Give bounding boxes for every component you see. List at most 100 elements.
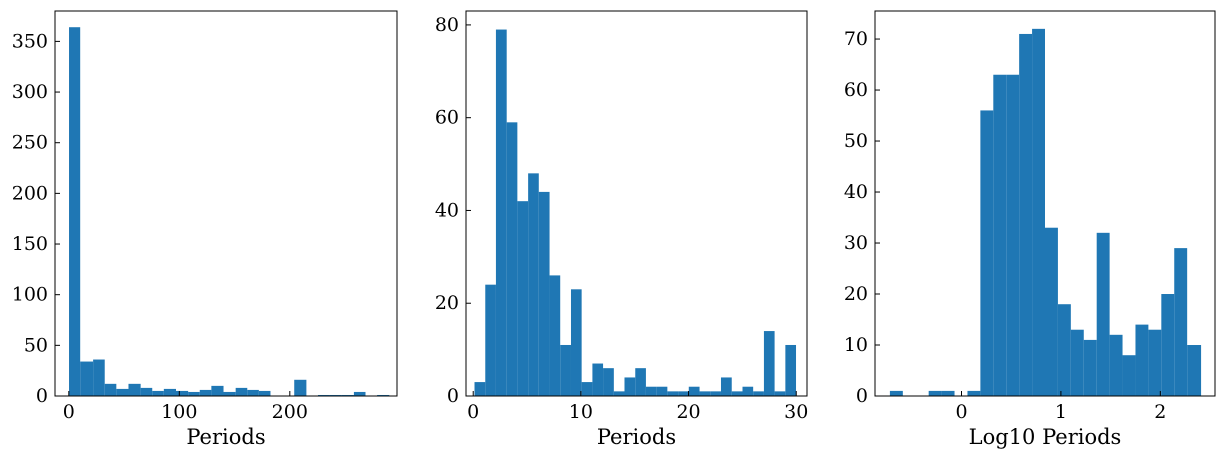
- x-tick-label: 200: [272, 401, 308, 423]
- histogram-bar: [763, 331, 775, 396]
- y-tick-label: 30: [844, 232, 868, 254]
- y-tick-label: 50: [844, 130, 868, 152]
- x-tick-label: 100: [161, 401, 197, 423]
- y-tick-label: 40: [435, 199, 459, 221]
- y-tick-label: 70: [844, 28, 868, 50]
- histogram-bar: [474, 382, 486, 396]
- histogram-bar: [1006, 74, 1020, 397]
- histogram-bar: [223, 391, 236, 396]
- histogram-bar: [889, 390, 903, 396]
- histogram-bar: [152, 390, 164, 396]
- y-tick-label: 20: [844, 283, 868, 305]
- histogram-bar: [1122, 355, 1136, 396]
- histogram-panel-1: 0 100 200 0 50 100 150 200 250 300 350 Periods: [12, 10, 398, 449]
- histogram-bar: [624, 377, 636, 396]
- histogram-bar: [656, 386, 668, 396]
- histogram-bar: [163, 388, 176, 396]
- histogram-bar: [699, 391, 711, 396]
- histogram-bar: [742, 386, 754, 396]
- histogram-bar: [128, 383, 141, 396]
- histogram-bar: [1019, 33, 1033, 396]
- histogram-bar: [603, 368, 614, 396]
- y-tick-label: 50: [24, 334, 48, 356]
- histogram-bar: [635, 368, 646, 396]
- histogram-bar: [506, 122, 518, 396]
- histogram-bar: [581, 382, 593, 396]
- histogram-bar: [1109, 334, 1123, 396]
- histogram-bar: [941, 390, 955, 396]
- y-tick-label: 40: [844, 181, 868, 203]
- axes-frame: [54, 10, 398, 397]
- y-tick-label: 10: [844, 334, 868, 356]
- histogram-bar: [592, 363, 604, 396]
- histogram-bar: [1187, 345, 1202, 396]
- y-tick-label: 0: [447, 385, 459, 407]
- x-tick-label: 0: [467, 401, 479, 423]
- y-tick-label: 200: [12, 182, 48, 204]
- histogram-bar: [294, 379, 307, 396]
- histogram-bar: [528, 173, 539, 396]
- histogram-bar: [341, 394, 354, 396]
- histogram-bar: [211, 385, 224, 396]
- histogram-bar: [570, 289, 582, 396]
- x-tick-label: 30: [784, 401, 808, 423]
- histogram-bar: [678, 391, 689, 396]
- x-tick-label: 20: [676, 401, 700, 423]
- y-tick-label: 60: [844, 79, 868, 101]
- histogram-bar: [980, 110, 994, 396]
- histogram-bar: [753, 391, 764, 396]
- axes-frame: [874, 10, 1216, 397]
- histogram-panel-2: 0 10 20 30 0 20 40 60 80 Periods: [435, 10, 808, 449]
- histogram-bar: [774, 391, 786, 396]
- histogram-bar: [549, 275, 561, 396]
- y-tick-label: 250: [12, 132, 48, 154]
- y-tick-label: 80: [435, 14, 459, 36]
- histogram-bar: [1148, 329, 1162, 396]
- histogram-bar: [104, 383, 117, 396]
- histogram-bar: [353, 391, 366, 396]
- x-tick-label: 10: [569, 401, 593, 423]
- y-tick-label: 0: [36, 385, 48, 407]
- histogram-bar: [720, 377, 732, 396]
- x-tick-label: 0: [63, 401, 75, 423]
- x-axis-label: Periods: [186, 425, 265, 449]
- histogram-bar: [967, 390, 981, 396]
- x-tick-label: 0: [955, 401, 967, 423]
- histogram-bar: [247, 389, 259, 396]
- histogram-bar: [176, 390, 189, 396]
- histogram-bar: [495, 29, 507, 397]
- histogram-bar: [188, 391, 200, 396]
- x-tick-label: 1: [1055, 401, 1067, 423]
- histogram-bar: [1045, 227, 1058, 396]
- y-tick-label: 350: [12, 30, 48, 52]
- axes-frame: [465, 10, 808, 397]
- histogram-bar: [1032, 28, 1045, 396]
- histogram-bar: [1135, 324, 1149, 396]
- x-axis-label: Log10 Periods: [969, 425, 1122, 449]
- x-axis-label: Periods: [597, 425, 676, 449]
- histogram-bar: [1161, 294, 1175, 396]
- histogram-bar: [538, 191, 550, 396]
- histogram-bar: [80, 361, 94, 396]
- histogram-bar: [1070, 329, 1084, 396]
- histogram-bar: [645, 386, 657, 396]
- histogram-bar: [613, 391, 625, 396]
- histogram-bar: [329, 394, 342, 396]
- y-tick-label: 20: [435, 292, 459, 314]
- y-tick-label: 300: [12, 81, 48, 103]
- y-tick-label: 60: [435, 107, 459, 129]
- histogram-bar: [1096, 232, 1110, 396]
- histogram-bar: [69, 27, 81, 397]
- histogram-bar: [235, 387, 248, 396]
- y-tick-label: 100: [12, 284, 48, 306]
- histogram-bar: [710, 391, 721, 396]
- histogram-bar: [993, 74, 1007, 397]
- histogram-bar: [731, 391, 743, 396]
- histogram-bar: [560, 344, 571, 396]
- histogram-bar: [93, 359, 105, 396]
- histogram-bar: [258, 390, 271, 396]
- x-tick-label: 2: [1154, 401, 1166, 423]
- histogram-bar: [485, 284, 496, 396]
